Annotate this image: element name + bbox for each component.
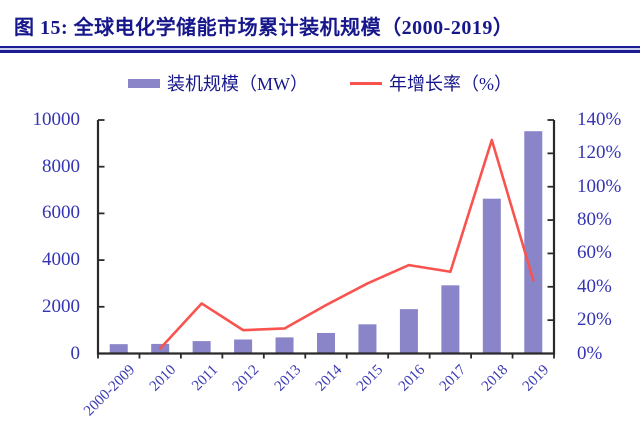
y-axis-right-tick-label: 60% <box>577 242 612 264</box>
y-axis-right-tick-label: 120% <box>577 142 622 164</box>
y-axis-left-tick-label: 10000 <box>32 109 81 130</box>
y-axis-left-tick-label: 0 <box>70 342 81 364</box>
y-axis-left-tick-label: 8000 <box>42 155 80 177</box>
y-axis-left-tick-label: 4000 <box>42 249 80 271</box>
legend-label-growth-rate: 年增长率（%） <box>389 74 512 94</box>
title-divider-rule <box>0 46 640 53</box>
bar-2011 <box>192 341 211 354</box>
y-axis-left-tick-label: 6000 <box>42 202 80 224</box>
legend: 装机规模（MW） 年增长率（%） <box>0 70 640 96</box>
bar-2015 <box>358 324 377 354</box>
y-axis-right-tick-label: 140% <box>577 109 622 130</box>
plot-spines <box>96 120 556 355</box>
y-axis-right-tick-label: 100% <box>577 175 622 197</box>
bar-2019 <box>524 131 543 354</box>
y-axis-right-tick-label: 0% <box>577 342 603 364</box>
legend-label-installed-capacity: 装机规模（MW） <box>167 74 308 94</box>
rule-top-line <box>0 46 640 48</box>
bar-2012 <box>234 339 253 354</box>
bar-2013 <box>275 337 294 354</box>
legend-item-growth-rate: 年增长率（%） <box>350 70 512 96</box>
bar-2017 <box>441 285 460 354</box>
y-axis-right-tick-label: 40% <box>577 275 612 297</box>
bar-2016 <box>399 309 418 354</box>
y-axis-left-tick-label: 2000 <box>42 295 80 317</box>
legend-item-installed-capacity: 装机规模（MW） <box>128 70 308 96</box>
figure-title: 图 15: 全球电化学储能市场累计装机规模（2000-2019） <box>14 17 514 39</box>
growth-rate-line <box>158 138 535 350</box>
bar-series-swatch-icon <box>128 78 160 88</box>
y-axis-right-tick-label: 80% <box>577 209 612 231</box>
line-series-swatch-icon <box>350 81 382 85</box>
bar-2000-2009 <box>109 344 128 354</box>
rule-gap-line <box>0 48 640 50</box>
rule-bottom-line <box>0 50 640 53</box>
y-axis-right-tick-label: 20% <box>577 309 612 331</box>
bar-2014 <box>317 332 335 354</box>
bar-2018 <box>482 198 501 354</box>
